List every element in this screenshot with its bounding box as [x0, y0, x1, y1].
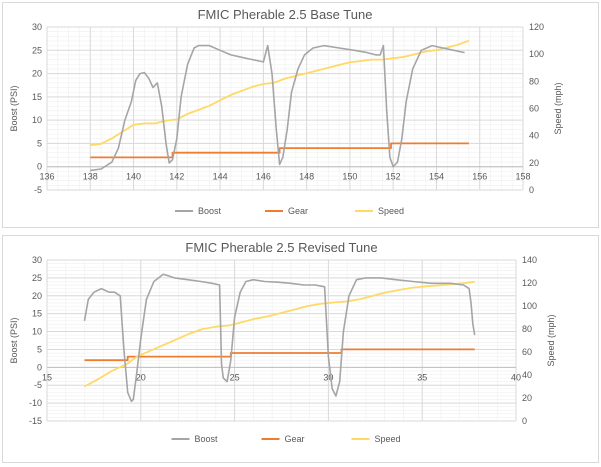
y-tick-label: 5: [37, 138, 42, 148]
x-tick-label: 20: [136, 372, 146, 382]
legend-label: Boost: [195, 434, 219, 444]
y-tick-label: 5: [37, 344, 42, 354]
y-tick-label: 0: [37, 162, 42, 172]
x-tick-label: 154: [429, 172, 444, 182]
x-tick-label: 15: [42, 372, 52, 382]
x-tick-label: 35: [417, 372, 427, 382]
x-tick-label: 146: [256, 172, 271, 182]
y2-axis-title: Speed (mph): [553, 82, 563, 134]
y2-tick-label: 20: [529, 158, 539, 168]
legend-label: Speed: [375, 434, 401, 444]
y-tick-label: -15: [29, 416, 42, 426]
y-tick-label: 10: [32, 327, 42, 337]
y2-tick-label: 40: [522, 370, 532, 380]
series-line-boost: [83, 273, 476, 403]
chart-panel-base-tune: FMIC Pherable 2.5 Base Tune -5 0 5 10 15 20 25 3…: [2, 2, 599, 228]
y2-tick-label: 120: [529, 22, 544, 32]
legend-label: Speed: [378, 206, 404, 216]
x-tick-label: 150: [342, 172, 357, 182]
y2-tick-label: 20: [522, 393, 532, 403]
y-tick-label: 30: [32, 22, 42, 32]
chart-revised-tune: FMIC Pherable 2.5 Revised Tune -15 -10 -5 0 5…: [9, 240, 556, 444]
legend-label: Boost: [198, 206, 222, 216]
y-tick-label: 0: [37, 362, 42, 372]
legend: Boost Gear Speed: [171, 434, 401, 444]
y-tick-label: 15: [32, 309, 42, 319]
chart-base-tune: FMIC Pherable 2.5 Base Tune-505101520253…: [9, 7, 563, 216]
y2-tick-label: 60: [522, 347, 532, 357]
y2-tick-label: 140: [522, 255, 537, 265]
y-axis-title: Boost (PSI): [9, 85, 19, 131]
legend-label: Gear: [288, 206, 308, 216]
y-tick-label: 25: [32, 45, 42, 55]
chart-panel-revised-tune: FMIC Pherable 2.5 Revised Tune -15 -10 -5 0 5…: [2, 235, 599, 463]
x-tick-label: 148: [299, 172, 314, 182]
series-line-speed: [84, 280, 475, 388]
y-tick-label: 15: [32, 92, 42, 102]
y2-tick-label: 80: [522, 324, 532, 334]
chart-title: FMIC Pherable 2.5 Revised Tune: [185, 240, 377, 255]
y2-tick-label: 120: [522, 278, 537, 288]
x-tick-label: 142: [169, 172, 184, 182]
y2-axis-title: Speed (mph): [546, 314, 556, 366]
y-tick-label: 10: [32, 115, 42, 125]
y-tick-label: -10: [29, 398, 42, 408]
x-tick-label: 138: [83, 172, 98, 182]
y-tick-label: -5: [34, 185, 42, 195]
x-tick-label: 30: [323, 372, 333, 382]
y2-tick-label: 0: [529, 185, 534, 195]
y2-tick-label: 100: [529, 49, 544, 59]
y-tick-label: 30: [32, 255, 42, 265]
legend: Boost Gear Speed: [175, 206, 404, 216]
y2-tick-label: 40: [529, 131, 539, 141]
y-tick-label: 20: [32, 291, 42, 301]
chart-title: FMIC Pherable 2.5 Base Tune: [198, 7, 373, 22]
x-tick-label: 156: [472, 172, 487, 182]
y-axis-title: Boost (PSI): [9, 317, 19, 363]
y-tick-label: 20: [32, 69, 42, 79]
y-tick-label: -5: [34, 380, 42, 390]
series-line-gear: [90, 142, 469, 159]
series-line-speed: [90, 39, 470, 147]
y2-tick-label: 0: [522, 416, 527, 426]
x-tick-label: 152: [386, 172, 401, 182]
y2-tick-label: 80: [529, 76, 539, 86]
y-tick-label: 25: [32, 273, 42, 283]
series-line-boost: [90, 44, 465, 172]
x-tick-label: 158: [515, 172, 530, 182]
y2-tick-label: 100: [522, 301, 537, 311]
x-tick-label: 25: [230, 372, 240, 382]
x-tick-label: 144: [213, 172, 228, 182]
y2-tick-label: 60: [529, 104, 539, 114]
x-tick-label: 40: [511, 372, 521, 382]
gridlines: [46, 26, 524, 191]
x-tick-label: 136: [39, 172, 54, 182]
legend-label: Gear: [285, 434, 305, 444]
x-tick-label: 140: [126, 172, 141, 182]
